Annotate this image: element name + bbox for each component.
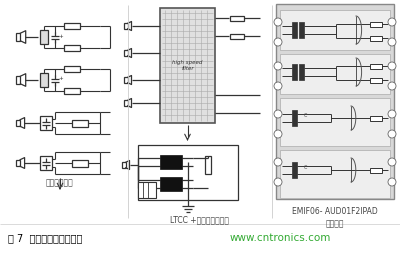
Circle shape <box>388 158 396 166</box>
Circle shape <box>274 82 282 90</box>
Bar <box>370 167 382 173</box>
Bar <box>370 36 382 40</box>
Circle shape <box>388 82 396 90</box>
Bar <box>72 159 88 166</box>
Bar <box>122 162 126 168</box>
Bar <box>299 64 304 80</box>
Bar <box>280 98 390 146</box>
Bar <box>292 64 297 80</box>
Bar <box>64 23 80 29</box>
Circle shape <box>274 158 282 166</box>
Bar <box>64 66 80 72</box>
Bar <box>40 156 52 170</box>
Bar <box>205 156 211 174</box>
Text: high speed
filter: high speed filter <box>172 60 203 71</box>
Bar <box>124 23 128 29</box>
Bar <box>40 73 48 87</box>
Circle shape <box>274 18 282 26</box>
Bar <box>230 16 244 20</box>
Bar <box>124 77 128 83</box>
Text: 解决方案: 解决方案 <box>326 219 344 228</box>
Text: +: + <box>58 77 63 81</box>
Text: +: + <box>58 34 63 38</box>
Bar <box>160 8 215 123</box>
Text: 图 7  三种可行的解决方案: 图 7 三种可行的解决方案 <box>8 233 82 243</box>
Bar <box>370 22 382 27</box>
Circle shape <box>274 38 282 46</box>
Bar <box>230 34 244 38</box>
Bar <box>72 120 88 126</box>
Bar <box>292 22 297 38</box>
Circle shape <box>388 178 396 186</box>
Text: C: C <box>304 165 307 170</box>
Bar <box>40 116 52 130</box>
Bar <box>16 76 20 84</box>
Circle shape <box>274 178 282 186</box>
Bar <box>370 78 382 82</box>
Bar <box>124 50 128 56</box>
Circle shape <box>388 18 396 26</box>
Bar <box>370 63 382 69</box>
Text: 离散解决方案: 离散解决方案 <box>46 178 74 187</box>
Bar <box>16 160 20 166</box>
Circle shape <box>388 110 396 118</box>
Circle shape <box>274 62 282 70</box>
Circle shape <box>388 62 396 70</box>
Bar <box>160 155 182 169</box>
Circle shape <box>274 110 282 118</box>
Text: EMIF06- AUD01F2IPAD: EMIF06- AUD01F2IPAD <box>292 207 378 216</box>
Bar <box>40 30 48 44</box>
Text: www.cntronics.com: www.cntronics.com <box>230 233 331 243</box>
Bar <box>280 10 390 50</box>
Bar <box>160 177 182 191</box>
Bar <box>138 145 238 200</box>
Bar <box>276 4 394 199</box>
Bar <box>16 33 20 41</box>
Text: C: C <box>304 113 307 118</box>
Circle shape <box>388 38 396 46</box>
Text: LTCC +变阻器解决方案: LTCC +变阻器解决方案 <box>170 215 230 224</box>
Bar <box>64 45 80 51</box>
Bar <box>299 22 304 38</box>
Circle shape <box>274 130 282 138</box>
Bar <box>292 162 297 178</box>
Bar <box>280 150 390 198</box>
Circle shape <box>388 130 396 138</box>
Bar <box>292 110 297 126</box>
Bar <box>124 100 128 106</box>
Bar <box>64 88 80 94</box>
Bar <box>370 115 382 121</box>
Bar <box>280 54 390 94</box>
Bar <box>16 120 20 126</box>
Bar <box>138 182 156 198</box>
